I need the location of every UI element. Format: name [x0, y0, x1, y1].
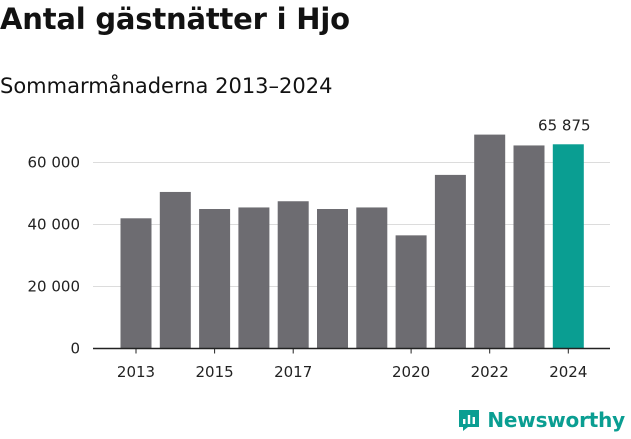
- bar-2020: [395, 235, 427, 349]
- data-label-2024: 65 875: [538, 116, 591, 134]
- bar-2016: [238, 207, 270, 349]
- bar-2014: [159, 191, 191, 349]
- bar-2015: [199, 209, 231, 349]
- x-tick-label: 2013: [117, 363, 155, 381]
- bar-2017: [277, 201, 309, 349]
- brand-name: Newsworthy: [487, 408, 625, 432]
- chart-subtitle: Sommarmånaderna 2013–2024: [0, 74, 333, 98]
- tick-labels: 0 20 000 40 000 60 000 2013 2015 2017 2020 2022 2…: [28, 116, 591, 381]
- newsworthy-logo: Newsworthy: [457, 408, 625, 432]
- x-tick-label: 2022: [471, 363, 509, 381]
- y-tick-label: 20 000: [28, 278, 81, 296]
- newsworthy-icon: [459, 410, 480, 431]
- bar-2022: [474, 134, 506, 349]
- y-tick-label: 60 000: [28, 154, 81, 172]
- bar-2018: [317, 209, 348, 349]
- chart-title: Antal gästnätter i Hjo: [0, 2, 350, 36]
- bar-2019: [356, 207, 388, 349]
- bar-2024: [552, 144, 584, 349]
- x-tick-label: 2020: [392, 363, 430, 381]
- y-tick-label: 40 000: [28, 216, 81, 234]
- bar-2023: [513, 145, 545, 349]
- bar-2021: [434, 174, 466, 349]
- y-tick-label: 0: [70, 340, 80, 358]
- x-tick-label: 2024: [549, 363, 587, 381]
- x-tick-label: 2015: [196, 363, 234, 381]
- x-axis: [93, 347, 610, 354]
- x-tick-label: 2017: [274, 363, 312, 381]
- bar-2013: [120, 218, 152, 349]
- bars: [120, 134, 584, 349]
